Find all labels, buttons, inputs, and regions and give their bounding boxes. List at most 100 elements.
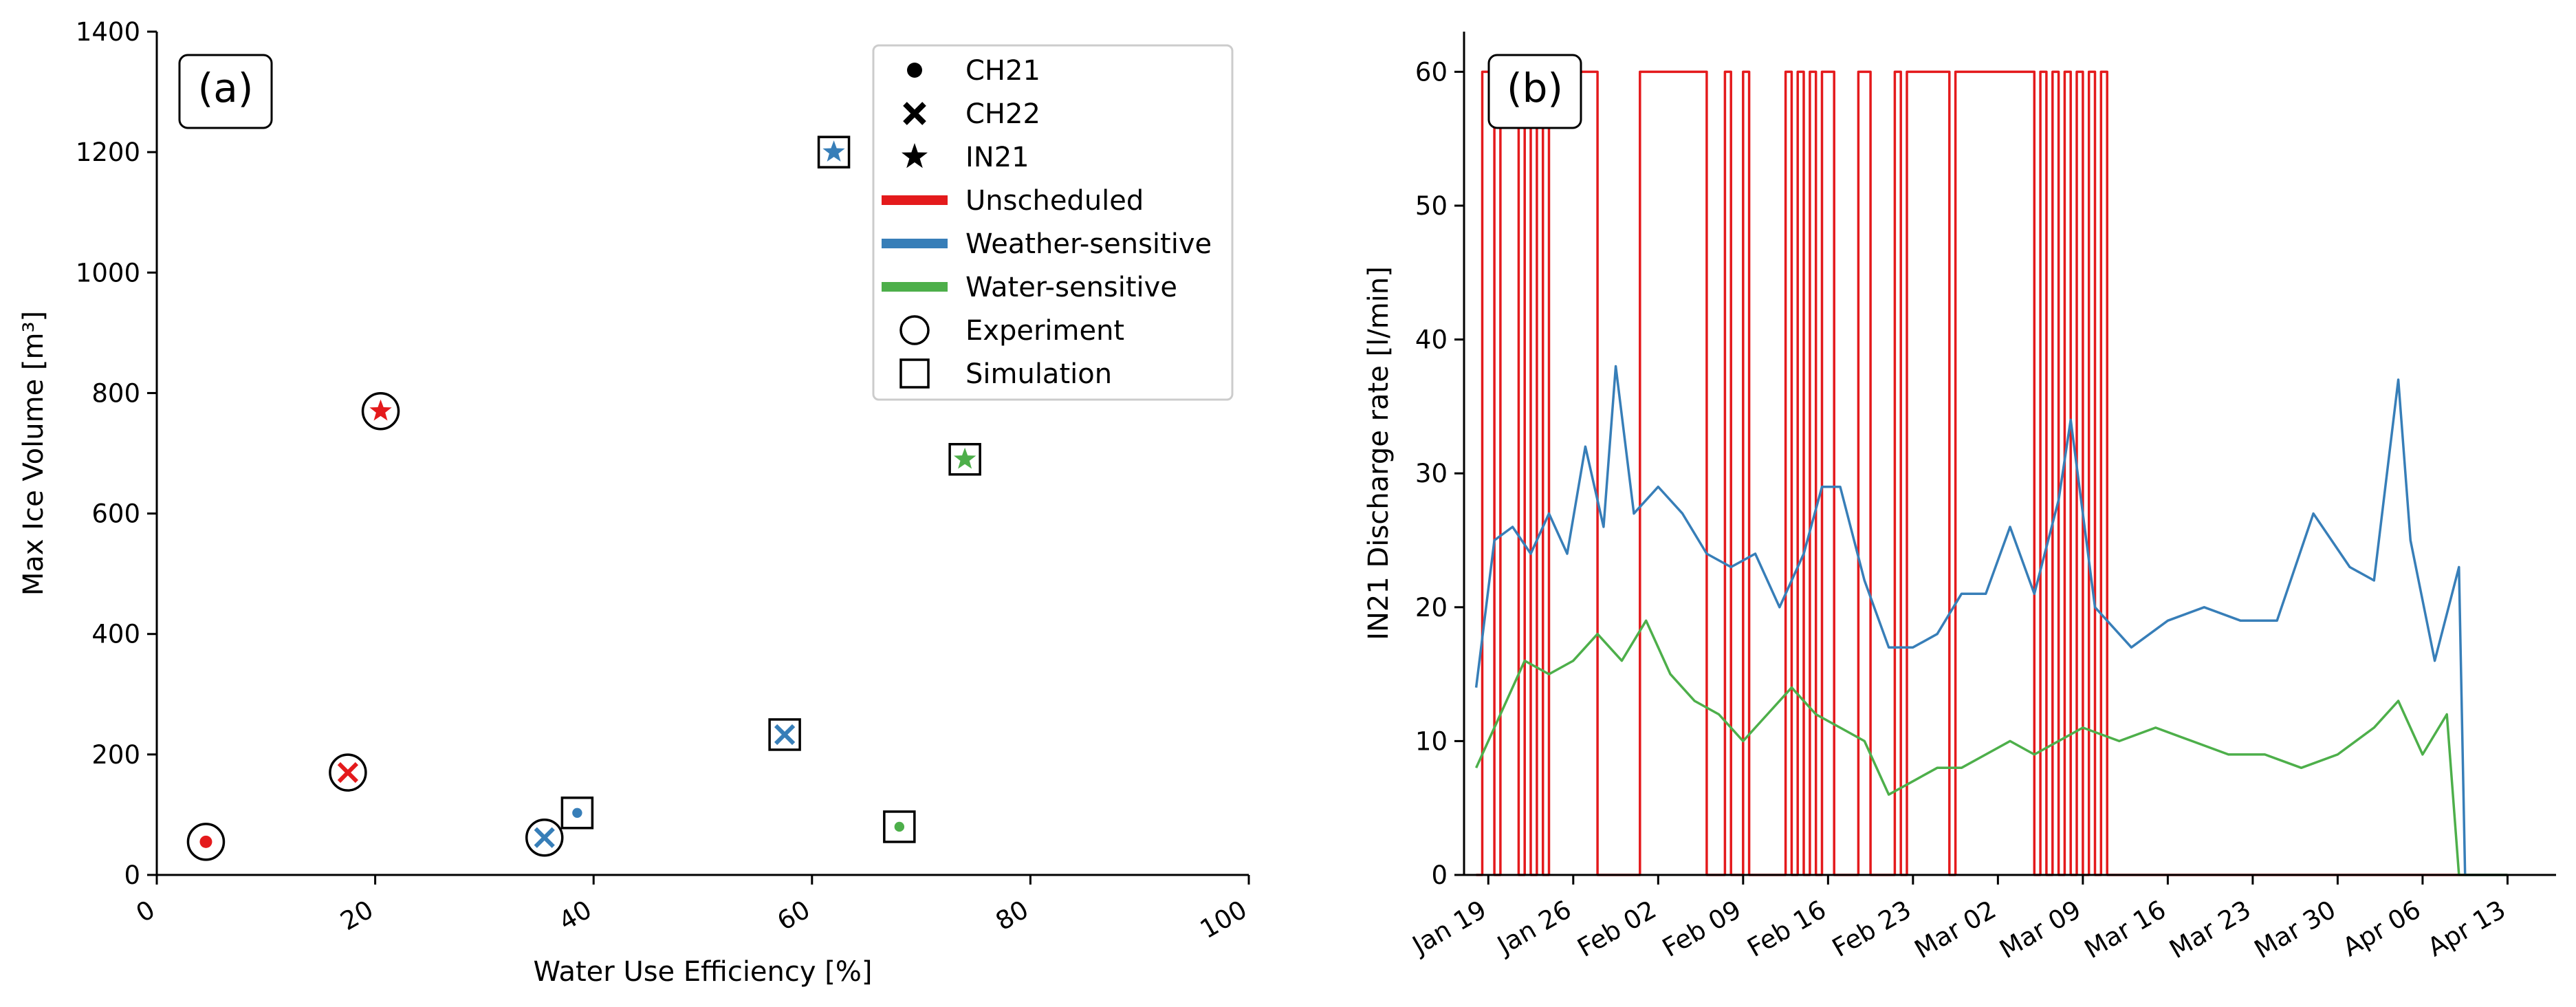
y-tick-label: 1400 [76,17,140,47]
cross-marker [534,827,555,848]
legend-label: IN21 [965,142,1029,173]
dot-marker [572,808,582,819]
x-tick-label: Feb 02 [1573,895,1661,963]
x-tick-label: Feb 23 [1827,895,1916,963]
legend-label: CH22 [965,98,1040,130]
simulation-square [560,797,594,830]
legend-label: Simulation [965,358,1112,390]
y-tick-label: 50 [1415,191,1448,221]
data-point [361,391,400,431]
dot-marker [199,835,212,848]
y-tick-label: 800 [91,378,140,408]
data-point [525,818,564,857]
legend: CH21 CH22 IN21 Unscheduled Weather-sensitive… [872,44,1234,401]
x-tick-label: Mar 16 [2080,895,2171,965]
cross-marker [774,724,796,746]
panel-label-a: (a) [178,54,273,129]
y-tick-label: 1000 [76,258,140,288]
data-point [329,753,367,792]
y-tick-label: 200 [91,740,140,770]
y-tick-label: 0 [124,860,140,890]
y-axis-label: Max Ice Volume [m³] [18,311,50,596]
legend-entry: CH21 [907,55,1040,87]
y-tick-label: 0 [1431,860,1448,890]
star-marker [954,447,976,469]
y-tick-label: 10 [1415,726,1448,756]
scatter-panel: 0 200 400 600 800 1000 1200 1400 0 20 40 60 80 100 Wat… [18,17,1252,988]
legend-entry: Unscheduled [882,185,1144,217]
experiment-ring [186,823,226,861]
y-axis-label: IN21 Discharge rate [l/min] [1363,266,1395,640]
x-tick-label: 80 [991,895,1034,937]
simulation-square [948,443,981,476]
x-tick-label: 0 [131,895,160,929]
x-tick-label: Mar 23 [2164,895,2256,965]
x-tick-label: 100 [1195,895,1252,945]
legend-cross-marker [903,102,926,125]
dot-marker [894,821,905,832]
panel-label-text: (a) [198,65,254,111]
x-tick-label: Mar 30 [2249,895,2341,965]
data-point [948,443,981,476]
x-tick-label: Jan 19 [1406,895,1492,961]
y-tick-label: 600 [91,499,140,529]
x-tick-label: Apr 06 [2338,895,2426,963]
series-line [1475,619,2508,876]
panel-label-box [1487,54,1582,129]
legend-star-marker [902,143,928,169]
legend-frame [872,44,1234,401]
legend-dot-marker [907,63,922,78]
legend-label: Unscheduled [965,185,1144,217]
experiment-ring [361,391,400,431]
legend-label: Weather-sensitive [965,228,1212,260]
line-marks [1474,70,2508,876]
x-tick-label: 60 [772,895,815,937]
x-tick-label: 20 [336,895,378,937]
experiment-ring [525,818,564,857]
star-marker [822,140,845,162]
y-tick-label: 40 [1415,325,1448,355]
legend-circle-marker [899,315,930,345]
data-point [817,136,851,169]
x-tick-label: Mar 02 [1910,895,2001,965]
legend-label: CH21 [965,55,1040,87]
y-tick-label: 60 [1415,57,1448,87]
x-tick-label: Feb 09 [1657,895,1746,963]
legend-entry: CH22 [903,98,1040,130]
data-point [883,810,916,843]
data-point [560,797,594,830]
series-line [1474,365,2508,876]
x-tick-label: Jan 26 [1492,895,1577,961]
legend-entry: Weather-sensitive [882,228,1212,260]
cross-marker [337,762,359,783]
panel-label-text: (b) [1507,65,1563,111]
x-tick-label: Apr 13 [2423,895,2511,963]
y-tick-label: 30 [1415,459,1448,488]
x-tick-label: Feb 16 [1743,895,1831,963]
x-axis-label: Water Use Efficiency [%] [533,956,872,988]
legend-label: Water-sensitive [965,272,1177,303]
scatter-axes: 0 200 400 600 800 1000 1200 1400 0 20 40 60 80 100 Wat… [18,17,1252,988]
panel-label-b: (b) [1487,54,1582,129]
data-point [186,823,226,861]
series-line [1476,70,2508,876]
simulation-square [768,718,801,751]
x-tick-label: Mar 09 [1994,895,2086,965]
y-tick-label: 1200 [76,138,140,167]
legend-label: Experiment [965,315,1124,347]
experiment-ring [329,753,367,792]
star-marker [369,399,392,421]
simulation-square [883,810,916,843]
legend-entry: IN21 [902,142,1029,173]
scatter-marks [186,136,981,861]
x-tick-label: 40 [554,895,596,937]
legend-entry: Simulation [899,358,1112,390]
legend-entry: Water-sensitive [882,272,1177,303]
simulation-square [817,136,851,169]
y-tick-label: 20 [1415,593,1448,622]
legend-entry: Experiment [899,315,1124,347]
y-tick-label: 400 [91,620,140,649]
panel-label-box [178,54,273,129]
